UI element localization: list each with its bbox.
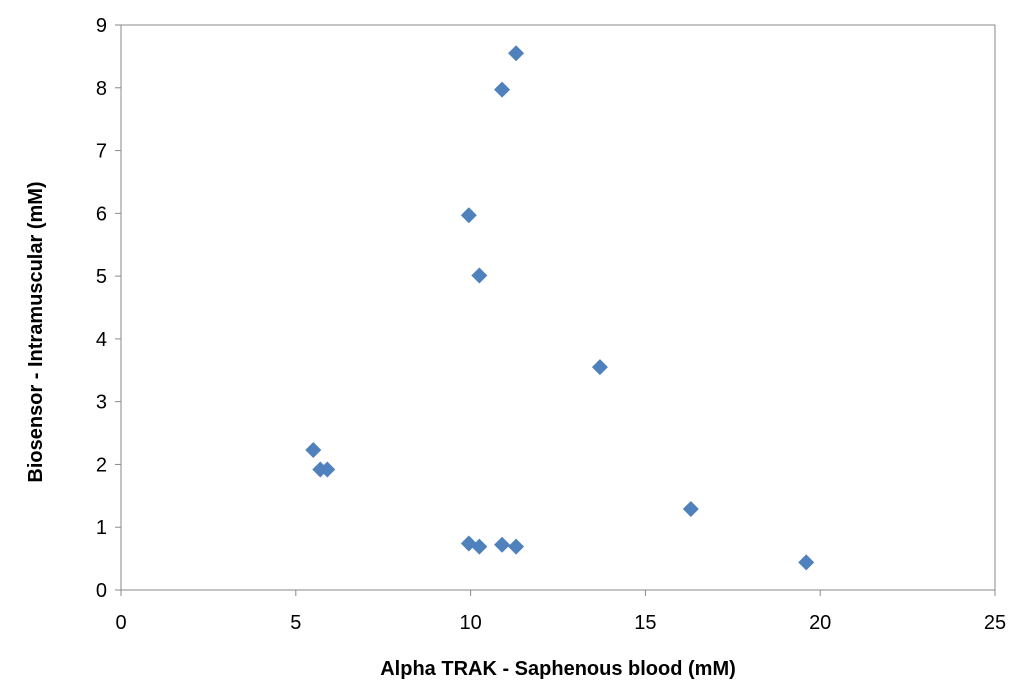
y-tick-label: 3 (96, 392, 107, 414)
y-tick-label: 9 (96, 15, 107, 37)
x-axis: 0 5 10 15 20 25 (115, 590, 1006, 634)
y-tick-label: 5 (96, 266, 107, 288)
data-point (494, 536, 511, 553)
data-point (471, 267, 488, 284)
x-axis-title: Alpha TRAK - Saphenous blood (mM) (380, 658, 736, 680)
data-point (319, 461, 336, 478)
plot-area (120, 24, 996, 591)
data-point (460, 207, 477, 224)
data-points (305, 45, 815, 571)
x-tick-label: 5 (290, 612, 301, 634)
y-tick-label: 2 (96, 454, 107, 476)
y-axis-title: Biosensor - Intramuscular (mM) (25, 181, 47, 482)
y-tick-label: 0 (96, 580, 107, 602)
data-point (798, 554, 815, 571)
y-tick-label: 4 (96, 329, 107, 351)
x-tick-label: 10 (459, 612, 481, 634)
x-tick-label: 25 (984, 612, 1006, 634)
data-point (591, 359, 608, 376)
data-point (508, 45, 525, 62)
y-tick-label: 1 (96, 517, 107, 539)
y-tick-label: 6 (96, 203, 107, 225)
y-tick-label: 8 (96, 78, 107, 100)
x-tick-label: 0 (115, 612, 126, 634)
data-point (682, 501, 699, 518)
y-tick-label: 7 (96, 141, 107, 163)
y-axis: 0 1 2 3 4 5 6 7 8 9 (96, 15, 121, 602)
x-tick-label: 20 (809, 612, 831, 634)
data-point (508, 538, 525, 555)
x-tick-label: 15 (634, 612, 656, 634)
data-point (471, 538, 488, 555)
data-point (305, 442, 322, 459)
data-point (494, 81, 511, 98)
